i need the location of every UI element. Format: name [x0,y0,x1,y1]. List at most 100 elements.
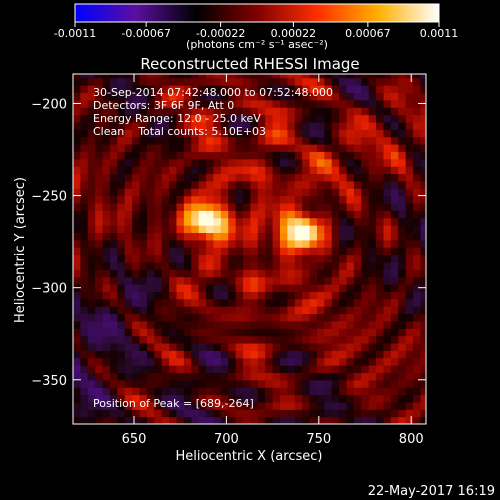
heatmap-cell [213,372,222,381]
heatmap-cell [331,284,340,292]
heatmap-cell [420,85,426,94]
heatmap-cell [198,298,207,307]
heatmap-cell [294,232,303,241]
heatmap-cell [376,195,385,204]
heatmap-cell [361,276,370,285]
heatmap-cell [73,387,81,396]
heatmap-cell [235,188,244,197]
heatmap-cell [139,107,148,116]
heatmap-cell [405,401,414,410]
heatmap-cell [309,350,318,359]
heatmap-cell [243,85,252,94]
heatmap-cell [302,74,311,79]
heatmap-cell [361,306,370,315]
heatmap-cell [250,357,259,366]
heatmap-cell [309,121,318,130]
heatmap-cell [154,328,163,337]
heatmap-cell [87,151,96,160]
heatmap-cell [383,394,392,403]
heatmap-cell [176,77,185,86]
heatmap-cell [87,158,96,167]
heatmap-cell [265,77,274,86]
heatmap-cell [361,335,370,344]
heatmap-cell [272,225,281,234]
heatmap-cell [146,306,155,315]
heatmap-cell [390,85,399,94]
heatmap-cell [257,151,266,160]
heatmap-cell [109,261,118,270]
heatmap-cell [405,225,414,234]
heatmap-cell [117,409,126,418]
heatmap-cell [87,401,96,410]
heatmap-cell [324,173,333,182]
heatmap-cell [117,210,126,219]
heatmap-cell [132,306,141,315]
heatmap-cell [346,129,355,138]
heatmap-cell [102,409,111,418]
heatmap-cell [294,247,303,256]
heatmap-cell [87,372,96,381]
heatmap-cell [235,416,244,424]
heatmap-cell [213,350,222,359]
heatmap-cell [161,99,170,108]
heatmap-cell [102,144,111,152]
heatmap-cell [331,92,340,101]
heatmap-cell [102,284,111,292]
heatmap-cell [191,74,200,79]
heatmap-cell [413,166,422,175]
heatmap-cell [420,202,426,211]
heatmap-cell [294,180,303,189]
heatmap-cell [420,394,426,403]
heatmap-cell [183,254,192,263]
heatmap-cell [353,107,362,116]
heatmap-cell [376,151,385,160]
heatmap-cell [250,239,259,248]
heatmap-cell [376,129,385,138]
heatmap-cell [102,313,111,322]
heatmap-cell [139,261,148,270]
heatmap-cell [398,328,407,337]
heatmap-cell [146,379,155,388]
heatmap-cell [161,136,170,145]
heatmap-cell [272,232,281,241]
heatmap-cell [390,195,399,204]
heatmap-cell [346,188,355,197]
heatmap-cell [265,372,274,381]
heatmap-cell [390,92,399,101]
heatmap-cell [279,99,288,108]
heatmap-cell [353,202,362,211]
heatmap-cell [102,129,111,138]
heatmap-cell [206,328,215,337]
heatmap-cell [279,409,288,418]
heatmap-cell [257,121,266,130]
heatmap-cell [390,202,399,211]
heatmap-cell [413,261,422,270]
heatmap-cell [183,298,192,307]
heatmap-cell [302,180,311,189]
heatmap-cell [398,335,407,344]
heatmap-cell [420,77,426,86]
heatmap-cell [324,379,333,388]
heatmap-cell [235,328,244,337]
heatmap-cell [383,158,392,167]
heatmap-cell [420,416,426,424]
heatmap-cell [95,372,104,381]
heatmap-cell [420,232,426,241]
heatmap-cell [73,276,81,285]
heatmap-cell [376,291,385,300]
heatmap-cell [405,409,414,418]
heatmap-cell [132,99,141,108]
heatmap-cell [146,298,155,307]
heatmap-cell [87,269,96,278]
heatmap-cell [109,217,118,226]
heatmap-cell [169,99,178,108]
heatmap-cell [124,74,133,79]
heatmap-cell [257,261,266,270]
heatmap-cell [272,276,281,285]
heatmap-cell [176,379,185,388]
heatmap-cell [161,151,170,160]
heatmap-cell [183,372,192,381]
heatmap-cell [405,306,414,315]
heatmap-cell [265,158,274,167]
heatmap-cell [331,409,340,418]
